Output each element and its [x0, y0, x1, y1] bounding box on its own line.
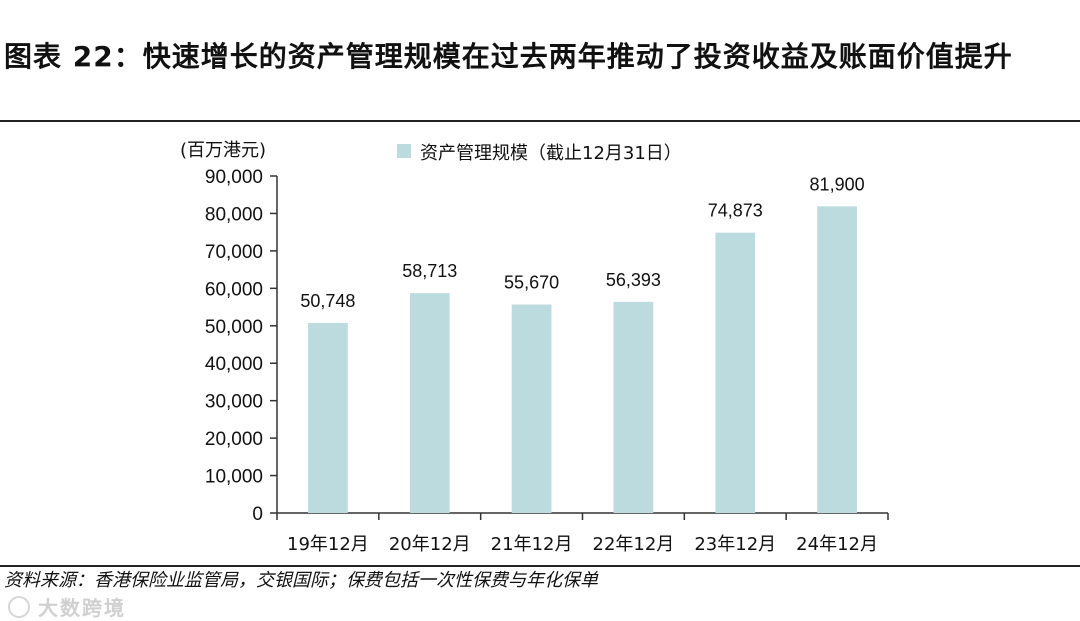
- bars: 50,748 58,713 55,670 56,393 74,873 81,900: [300, 174, 865, 513]
- y-tick-label: 60,000: [205, 279, 263, 300]
- y-tick-label: 30,000: [205, 392, 263, 413]
- bar-chart: (百万港元) 资产管理规模（截止12月31日） 0 10,000 20,000 30,…: [180, 140, 889, 555]
- x-tick-label: 23年12月: [694, 534, 776, 555]
- y-tick-label: 20,000: [205, 429, 263, 450]
- top-rule: [0, 120, 1080, 122]
- y-tick-label: 80,000: [205, 204, 263, 225]
- unit-label: (百万港元): [180, 140, 266, 161]
- bar: [715, 232, 756, 513]
- x-tick-label: 24年12月: [796, 534, 878, 555]
- data-label: 56,393: [606, 270, 661, 290]
- source-note: 资料来源：香港保险业监管局，交银国际；保费包括一次性保费与年化保单: [4, 570, 598, 591]
- x-tick-label: 22年12月: [593, 534, 675, 555]
- y-tick-label: 50,000: [205, 317, 263, 338]
- bar: [511, 304, 552, 513]
- data-label: 74,873: [708, 201, 763, 221]
- x-tick-label: 20年12月: [389, 534, 471, 555]
- data-label: 81,900: [810, 174, 865, 194]
- bar: [817, 206, 857, 513]
- y-axis: 0 10,000 20,000 30,000 40,000 50,000 60,000 70,…: [205, 167, 278, 525]
- data-label: 58,713: [402, 261, 457, 281]
- data-label: 55,670: [504, 273, 559, 293]
- x-tick-label: 19年12月: [287, 534, 369, 555]
- chart-title: 图表 22：快速增长的资产管理规模在过去两年推动了投资收益及账面价值提升: [4, 40, 1013, 73]
- y-tick-label: 0: [252, 504, 263, 525]
- y-tick-label: 10,000: [205, 467, 263, 488]
- x-tick-label: 21年12月: [491, 534, 573, 555]
- data-label: 50,748: [300, 291, 355, 311]
- y-tick-label: 40,000: [205, 354, 263, 375]
- watermark-text: 大数跨境: [38, 596, 126, 620]
- x-axis: 19年12月 20年12月 21年12月 22年12月 23年12月 24年12月: [276, 512, 889, 555]
- legend-swatch: [397, 144, 411, 158]
- bottom-rule: [0, 565, 1080, 567]
- legend: 资产管理规模（截止12月31日）: [397, 143, 682, 164]
- legend-label: 资产管理规模（截止12月31日）: [420, 143, 682, 164]
- bar: [613, 301, 654, 513]
- y-tick-label: 70,000: [205, 242, 263, 263]
- bar: [308, 322, 348, 513]
- y-tick-label: 90,000: [205, 167, 263, 188]
- watermark: 大数跨境: [8, 592, 126, 621]
- bar: [409, 293, 450, 513]
- watermark-logo-icon: [8, 596, 30, 618]
